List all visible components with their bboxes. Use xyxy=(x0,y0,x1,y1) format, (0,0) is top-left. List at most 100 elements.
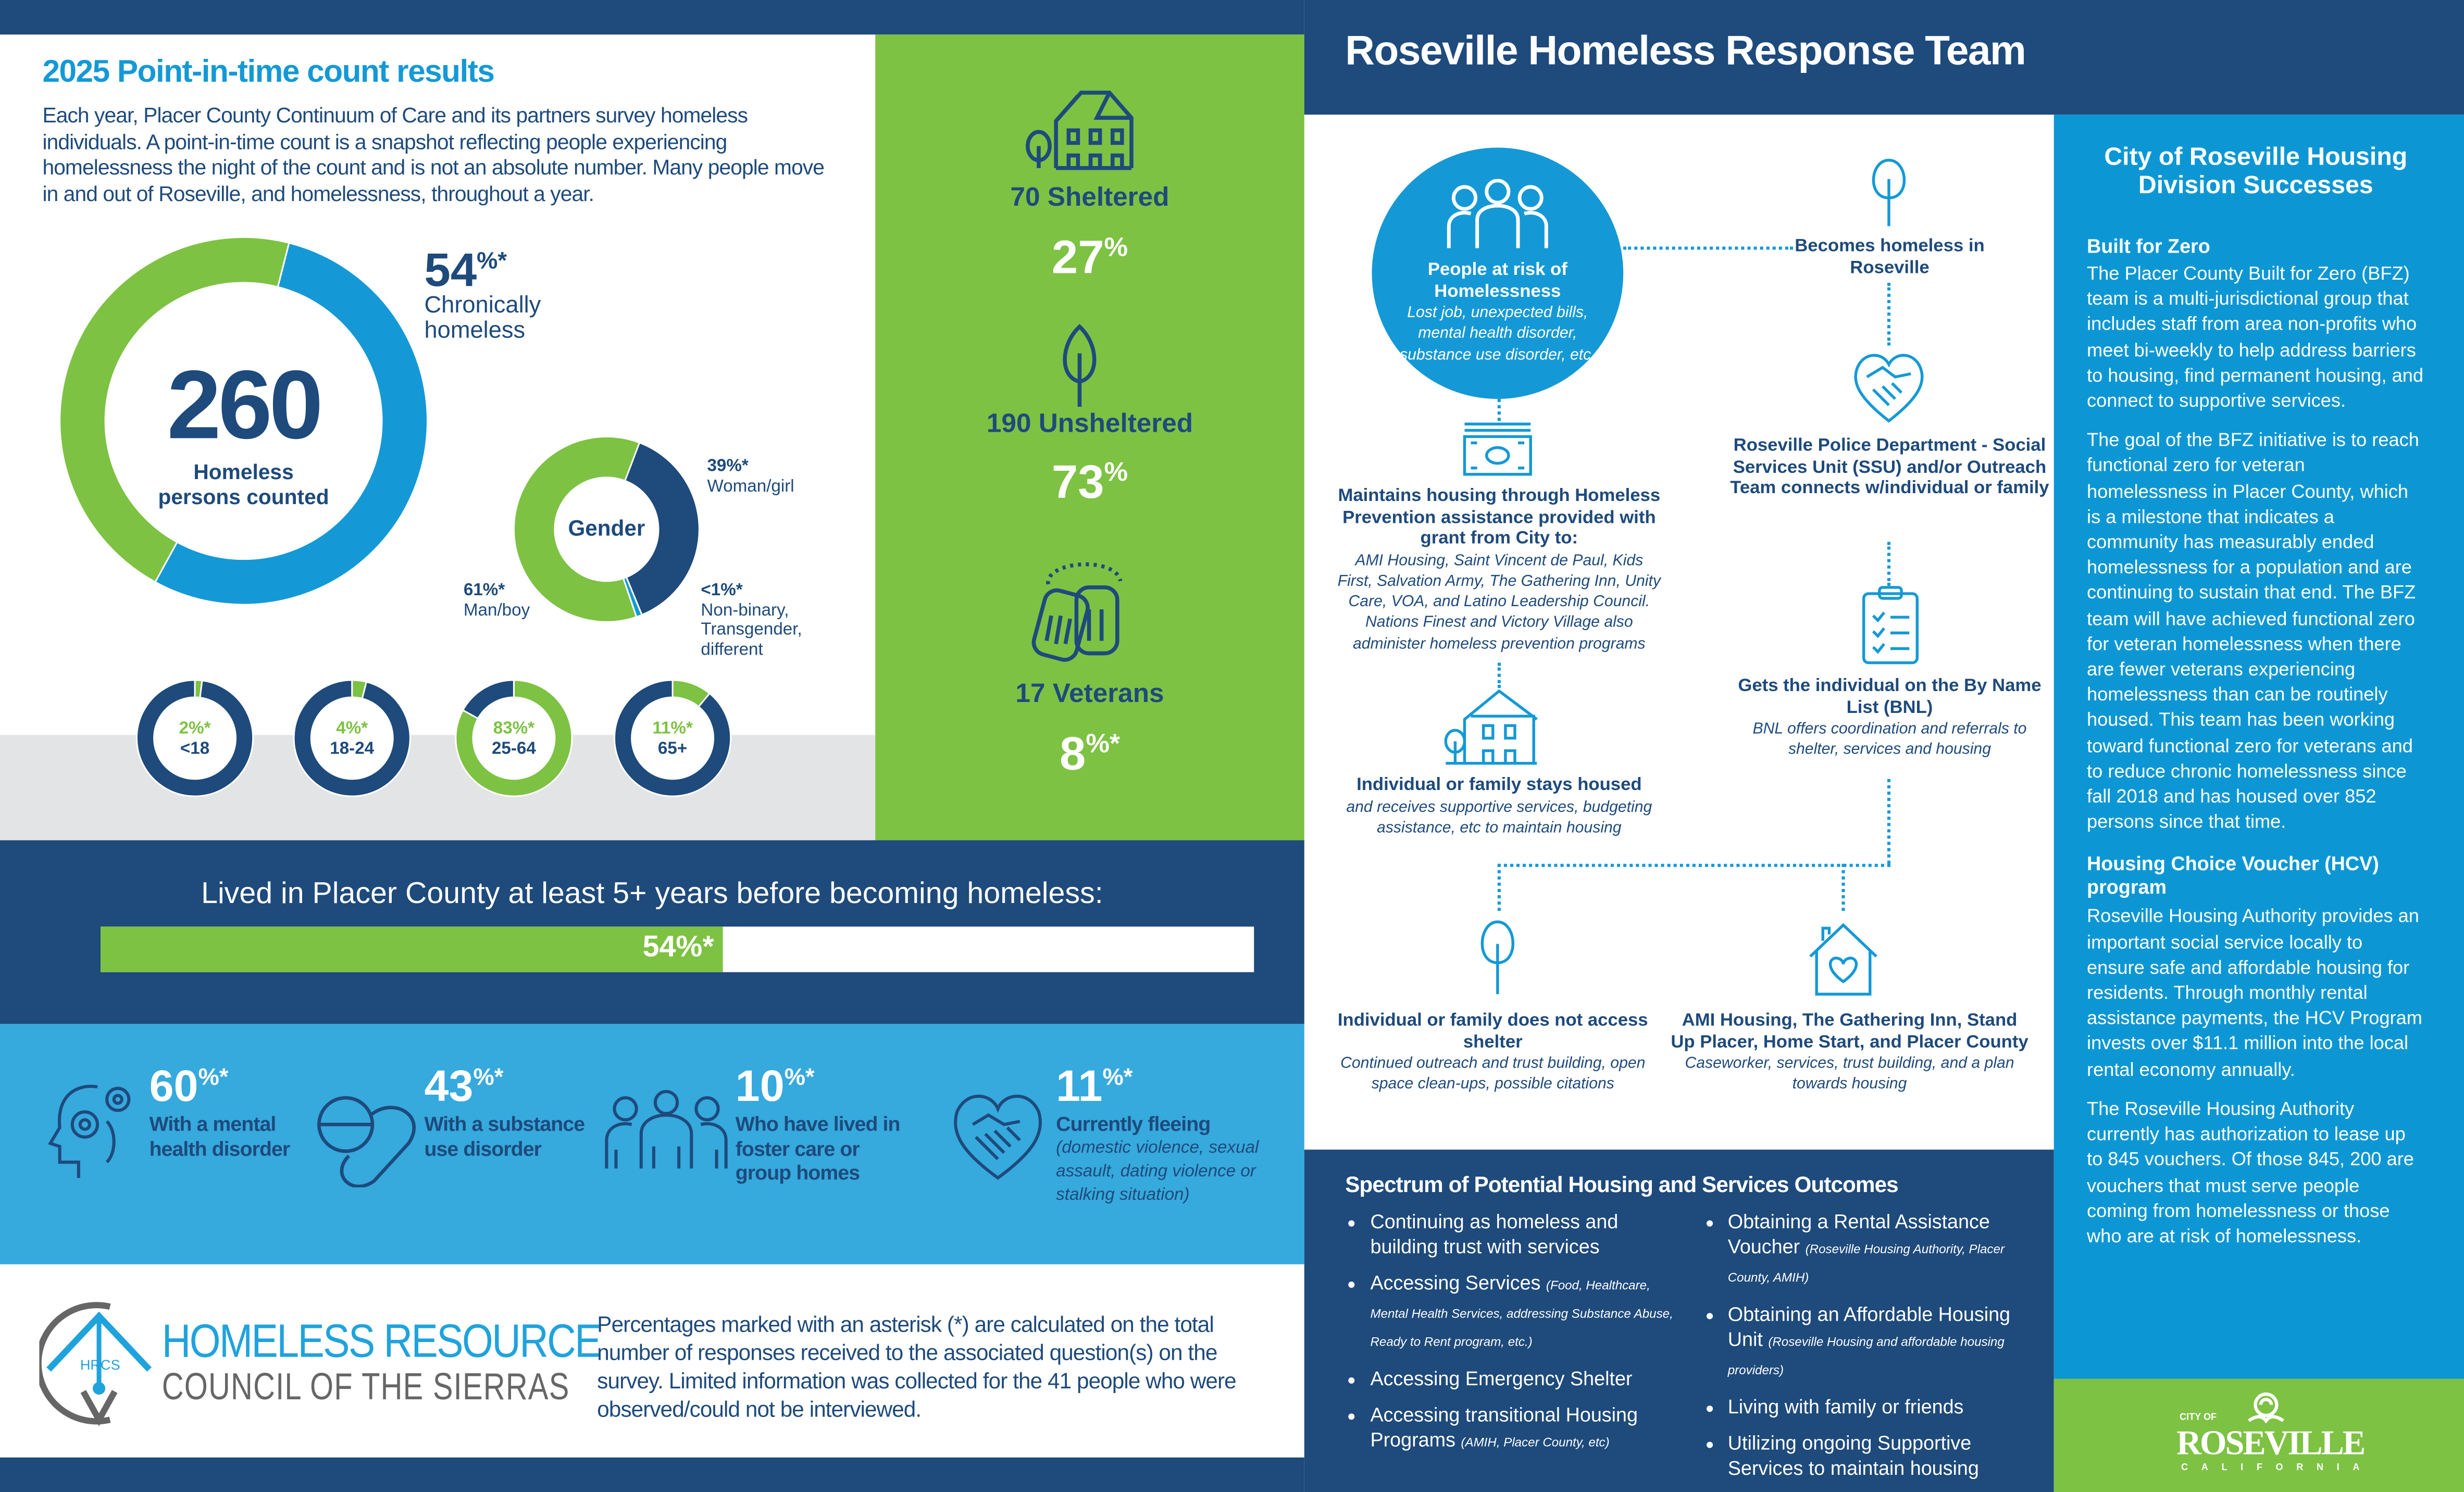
connector xyxy=(1623,246,1793,250)
age-label: 11%* 65+ xyxy=(613,719,732,760)
head-gears-icon xyxy=(48,1085,131,1178)
outcome-item: Obtaining an Affordable Housing Unit (Ro… xyxy=(1728,1302,2037,1384)
pill-icon xyxy=(317,1096,416,1187)
rose-icon xyxy=(2247,1392,2284,1424)
prevention-title: Maintains housing through Homeless Preve… xyxy=(1338,486,1661,548)
prevention-step: Maintains housing through Homeless Preve… xyxy=(1336,487,1662,655)
sheltered-value: 27 xyxy=(1051,232,1104,284)
age-range: 25-64 xyxy=(491,739,536,759)
veterans-label: 17 Veterans xyxy=(1015,678,1164,709)
successes-sidebar xyxy=(2054,115,2464,1379)
no-shelter-step: Individual or family does not access she… xyxy=(1336,1011,1650,1096)
money-icon xyxy=(1463,422,1532,476)
stat-suffix: %* xyxy=(473,1064,504,1091)
tree-icon xyxy=(1872,158,1906,227)
stat-label: With a substance use disorder xyxy=(424,1112,585,1160)
roseville-logo: CITY OF ROSEVILLE CALIFORNIA xyxy=(2176,1391,2366,1486)
stat-label: Currently fleeing xyxy=(1056,1112,1211,1136)
heart-handshake-icon xyxy=(1854,354,1924,423)
stat-label: Who have lived in foster care or group h… xyxy=(735,1112,901,1184)
tree-icon xyxy=(1063,324,1097,407)
bnl-step: Gets the individual on the By Name List … xyxy=(1728,677,2050,761)
house-icon xyxy=(1026,91,1134,170)
age-donut-chart xyxy=(135,679,254,797)
hrcs-mark-text: HRCS xyxy=(80,1357,120,1373)
age-segment-rest xyxy=(462,679,515,720)
age-pct: 11%* xyxy=(652,719,693,738)
age-segment-rest xyxy=(613,679,732,797)
bfz-p2: The goal of the BFZ initiative is to rea… xyxy=(2087,429,2419,833)
age-pct: 83%* xyxy=(493,719,535,738)
outcome-item: Utilizing ongoing Supportive Services to… xyxy=(1728,1431,2037,1481)
woman-pct: 39%* xyxy=(707,457,749,476)
age-segment-rest xyxy=(293,679,411,797)
outcome-text: Utilizing ongoing Supportive Services to… xyxy=(1727,1432,1979,1480)
chronic-label-line1: Chronically xyxy=(424,292,541,319)
page-title: 2025 Point-in-time count results xyxy=(42,55,494,90)
outcome-item: Obtaining a Rental Assistance Voucher (R… xyxy=(1728,1209,2037,1291)
at-risk-sub: Lost job, unexpected bills, mental healt… xyxy=(1399,305,1596,364)
chronic-label-line2: homeless xyxy=(424,316,526,343)
no-shelter-title: Individual or family does not access she… xyxy=(1337,1011,1648,1052)
stat-value: 43%* xyxy=(424,1062,597,1112)
team-title: Roseville Homeless Response Team xyxy=(1345,27,2026,74)
gender-donut-chart xyxy=(513,435,700,623)
stat-suffix: %* xyxy=(784,1064,815,1091)
bfz-title: Built for Zero xyxy=(2087,235,2210,258)
logo-top: CITY OF xyxy=(2180,1413,2217,1423)
logo-bottom: CALIFORNIA xyxy=(2181,1463,2373,1473)
age-donut-hole xyxy=(472,697,555,779)
age-donut-chart xyxy=(293,679,411,797)
stat-number: 43 xyxy=(424,1061,474,1111)
providers-title: AMI Housing, The Gathering Inn, Stand Up… xyxy=(1671,1011,2029,1052)
stat-number: 10 xyxy=(735,1061,785,1111)
footnote: Percentages marked with an asterisk (*) … xyxy=(597,1311,1236,1422)
checklist-icon xyxy=(1862,586,1919,664)
outcome-note: (Roseville Housing Authority, Placer Cou… xyxy=(1727,1242,2005,1285)
tree-icon xyxy=(1480,920,1514,995)
stat-value: 60%* xyxy=(150,1062,322,1112)
successes-content: City of Roseville Housing Division Succe… xyxy=(2087,144,2425,1248)
gender-woman-label: 39%* Woman/girl xyxy=(707,457,794,496)
police-title: Roseville Police Department - Social Ser… xyxy=(1730,436,2049,498)
connector xyxy=(1497,863,1501,911)
stat-label: With a mental health disorder xyxy=(149,1112,291,1160)
gender-man-label: 61%* Man/boy xyxy=(464,581,530,620)
connector xyxy=(1497,399,1501,421)
stat-sub: (domestic violence, sexual assault, dati… xyxy=(1056,1137,1259,1204)
age-pct: 2%* xyxy=(179,719,211,738)
stat-item: 60%* With a mental health disorder xyxy=(150,1062,322,1161)
bnl-sub: BNL offers coordination and referrals to… xyxy=(1752,721,2027,759)
outcome-text: Accessing Services xyxy=(1370,1272,1541,1295)
connector xyxy=(1887,542,1890,586)
no-shelter-sub: Continued outreach and trust building, o… xyxy=(1340,1055,1646,1094)
logo-main: ROSEVILLE xyxy=(2176,1423,2366,1462)
age-range: 65+ xyxy=(657,739,688,759)
age-label: 83%* 25-64 xyxy=(454,719,574,760)
stat-value: 10%* xyxy=(736,1062,909,1112)
family-icon xyxy=(605,1089,728,1169)
veterans-suffix: %* xyxy=(1086,729,1120,759)
stat-item: 43%* With a substance use disorder xyxy=(424,1062,597,1161)
outcomes-title: Spectrum of Potential Housing and Servic… xyxy=(1345,1171,1898,1197)
age-donut-hole xyxy=(631,697,714,779)
age-label: 2%* <18 xyxy=(135,719,254,760)
age-segment-rest xyxy=(135,679,254,797)
stat-value: 11%* xyxy=(1056,1062,1268,1112)
hcv-p1: Roseville Housing Authority provides an … xyxy=(2087,905,2422,1080)
outcome-item: Accessing Services (Food, Healthcare, Me… xyxy=(1370,1271,1679,1356)
stat-number: 11 xyxy=(1056,1061,1103,1111)
age-donut-hole xyxy=(154,697,236,779)
outcome-text: Accessing transitional Housing Programs xyxy=(1370,1404,1638,1451)
bnl-title: Gets the individual on the By Name List … xyxy=(1738,676,2042,717)
total-donut-chart xyxy=(59,236,429,606)
dog-tags-icon xyxy=(1031,562,1123,662)
outcome-note: (AMIH, Placer County, etc) xyxy=(1461,1435,1610,1450)
outcome-note: (Roseville Housing and affordable housin… xyxy=(1727,1335,2005,1377)
total-label: Homeless persons counted xyxy=(58,460,429,511)
gender-segment-0 xyxy=(620,440,700,616)
outcome-text: Continuing as homeless and building trus… xyxy=(1370,1211,1619,1258)
chronic-suffix: %* xyxy=(477,248,507,275)
sheltered-suffix: % xyxy=(1104,232,1128,262)
chronic-segment xyxy=(154,242,429,606)
